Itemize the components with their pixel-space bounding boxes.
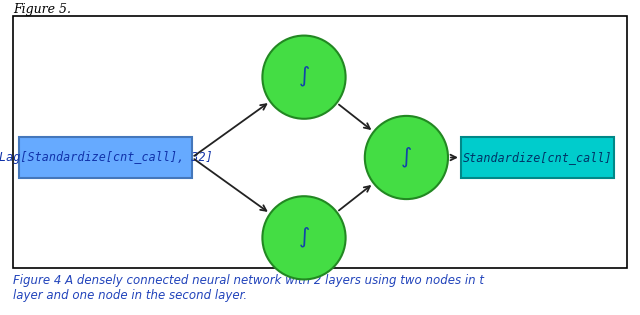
Text: $\int$: $\int$ xyxy=(401,146,412,169)
Text: $\int$: $\int$ xyxy=(298,65,310,89)
Text: $\int$: $\int$ xyxy=(298,226,310,250)
Ellipse shape xyxy=(262,36,346,119)
Ellipse shape xyxy=(262,196,346,279)
FancyBboxPatch shape xyxy=(13,16,627,268)
Text: Lag[Standardize[cnt_call], 32]: Lag[Standardize[cnt_call], 32] xyxy=(0,151,212,164)
Text: Standardize[cnt_call]: Standardize[cnt_call] xyxy=(463,151,612,164)
Text: Figure 5.: Figure 5. xyxy=(13,3,71,16)
Ellipse shape xyxy=(365,116,448,199)
Text: Figure 4 A densely connected neural network with 2 layers using two nodes in t
l: Figure 4 A densely connected neural netw… xyxy=(13,274,484,302)
FancyBboxPatch shape xyxy=(461,137,614,178)
FancyBboxPatch shape xyxy=(19,137,192,178)
